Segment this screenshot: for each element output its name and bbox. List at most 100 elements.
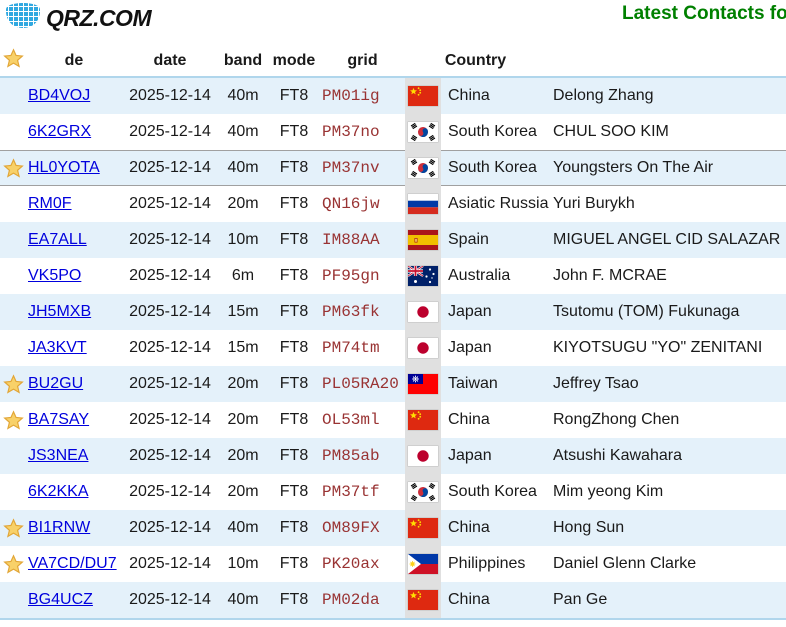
- callsign-link[interactable]: BD4VOJ: [28, 87, 91, 104]
- band-cell: 6m: [231, 267, 255, 284]
- callsign-cell: BU2GU: [26, 375, 122, 393]
- date-cell: 2025-12-14: [129, 267, 211, 284]
- operator-name-cell: Daniel Glenn Clarke: [553, 555, 697, 572]
- operator-name-cell: Delong Zhang: [553, 87, 654, 104]
- date-cell: 2025-12-14: [129, 411, 211, 428]
- callsign-link[interactable]: EA7ALL: [28, 231, 87, 248]
- band-cell: 15m: [227, 339, 259, 356]
- country-cell: South Korea: [448, 159, 537, 176]
- callsign-link[interactable]: BI1RNW: [28, 519, 91, 536]
- band-cell: 40m: [227, 519, 259, 536]
- country-flag-icon: [405, 438, 441, 474]
- country-cell: Taiwan: [448, 375, 498, 392]
- callsign-link[interactable]: 6K2KKA: [28, 483, 89, 500]
- mode-cell: FT8: [279, 87, 309, 104]
- mode-cell: FT8: [279, 447, 309, 464]
- band-cell: 20m: [227, 411, 259, 428]
- country-flag-icon: [405, 402, 441, 438]
- band-cell: 40m: [227, 591, 259, 608]
- header-divider-line: [0, 76, 786, 78]
- mode-cell: FT8: [279, 303, 309, 320]
- operator-name-cell: Pan Ge: [553, 591, 608, 608]
- country-flag-icon: [405, 78, 441, 114]
- star-icon: [2, 48, 24, 74]
- operator-name-cell: Tsutomu (TOM) Fukunaga: [553, 303, 740, 320]
- star-icon: [2, 157, 24, 178]
- table-row: VK5PO 2025-12-14 6m FT8 PF95gn Australia John …: [0, 258, 786, 294]
- date-cell: 2025-12-14: [129, 87, 211, 104]
- callsign-cell: BD4VOJ: [26, 87, 122, 105]
- mode-cell: FT8: [279, 591, 309, 608]
- callsign-link[interactable]: RM0F: [28, 195, 72, 212]
- mode-cell: FT8: [279, 375, 309, 392]
- callsign-cell: 6K2KKA: [26, 483, 122, 501]
- column-header-mode: mode: [272, 52, 316, 69]
- grid-cell: PM37no: [322, 123, 380, 141]
- mode-cell: FT8: [279, 267, 309, 284]
- table-row: VA7CD/DU7 2025-12-14 10m FT8 PK20ax Philippin…: [0, 546, 786, 582]
- country-cell: Japan: [448, 339, 492, 356]
- grid-cell: IM88AA: [322, 231, 380, 249]
- mode-cell: FT8: [279, 195, 309, 212]
- callsign-cell: BG4UCZ: [26, 591, 122, 609]
- callsign-link[interactable]: JH5MXB: [28, 303, 92, 320]
- date-cell: 2025-12-14: [129, 303, 211, 320]
- operator-name-cell: KIYOTSUGU "YO" ZENITANI: [553, 339, 763, 356]
- grid-cell: PM85ab: [322, 447, 380, 465]
- country-cell: South Korea: [448, 483, 537, 500]
- country-cell: South Korea: [448, 123, 537, 140]
- star-column-header: [0, 48, 26, 74]
- table-row: BA7SAY 2025-12-14 20m FT8 OL53ml China RongZho…: [0, 402, 786, 438]
- grid-cell: PM63fk: [322, 303, 380, 321]
- qrz-logo[interactable]: QRZ.COM: [4, 2, 152, 34]
- country-cell: Spain: [448, 231, 489, 248]
- callsign-link[interactable]: VK5PO: [28, 267, 82, 284]
- table-row: EA7ALL 2025-12-14 10m FT8 IM88AA Spain MIGUEL …: [0, 222, 786, 258]
- favorite-star-cell: [0, 409, 26, 431]
- country-cell: Philippines: [448, 555, 526, 572]
- grid-cell: OL53ml: [322, 411, 380, 429]
- table-row: HL0YOTA 2025-12-14 40m FT8 PM37nv South Korea…: [0, 150, 786, 186]
- mode-cell: FT8: [279, 519, 309, 536]
- callsign-link[interactable]: HL0YOTA: [28, 159, 100, 176]
- operator-name-cell: Mim yeong Kim: [553, 483, 664, 500]
- callsign-cell: BI1RNW: [26, 519, 122, 537]
- callsign-link[interactable]: BG4UCZ: [28, 591, 93, 608]
- grid-cell: OM89FX: [322, 519, 380, 537]
- date-cell: 2025-12-14: [129, 591, 211, 608]
- mode-cell: FT8: [279, 123, 309, 140]
- date-cell: 2025-12-14: [129, 555, 211, 572]
- operator-name-cell: Yuri Burykh: [553, 195, 635, 212]
- callsign-cell: EA7ALL: [26, 231, 122, 249]
- callsign-cell: VA7CD/DU7: [26, 555, 122, 573]
- callsign-link[interactable]: 6K2GRX: [28, 123, 92, 140]
- table-row: 6K2GRX 2025-12-14 40m FT8 PM37no South Korea C…: [0, 114, 786, 150]
- operator-name-cell: Jeffrey Tsao: [553, 375, 639, 392]
- table-row: JA3KVT 2025-12-14 15m FT8 PM74tm Japan KIYOTSU…: [0, 330, 786, 366]
- callsign-link[interactable]: VA7CD/DU7: [28, 555, 117, 572]
- band-cell: 20m: [227, 195, 259, 212]
- date-cell: 2025-12-14: [129, 483, 211, 500]
- country-cell: China: [448, 591, 490, 608]
- operator-name-cell: Atsushi Kawahara: [553, 447, 682, 464]
- country-flag-icon: [405, 510, 441, 546]
- callsign-link[interactable]: JS3NEA: [28, 447, 89, 464]
- date-cell: 2025-12-14: [129, 159, 211, 176]
- qrz-logo-text: QRZ.COM: [46, 4, 152, 31]
- mode-cell: FT8: [279, 159, 309, 176]
- country-cell: Japan: [448, 447, 492, 464]
- callsign-cell: JA3KVT: [26, 339, 122, 357]
- band-cell: 10m: [227, 555, 259, 572]
- callsign-link[interactable]: BU2GU: [28, 375, 84, 392]
- band-cell: 40m: [227, 87, 259, 104]
- callsign-cell: JH5MXB: [26, 303, 122, 321]
- mode-cell: FT8: [279, 231, 309, 248]
- table-header-row: de date band mode grid Country: [0, 46, 786, 76]
- grid-cell: PM01ig: [322, 87, 380, 105]
- country-cell: Australia: [448, 267, 511, 284]
- operator-name-cell: MIGUEL ANGEL CID SALAZAR: [553, 231, 781, 248]
- callsign-link[interactable]: BA7SAY: [28, 411, 90, 428]
- bottom-divider-line: [0, 618, 786, 620]
- callsign-link[interactable]: JA3KVT: [28, 339, 87, 356]
